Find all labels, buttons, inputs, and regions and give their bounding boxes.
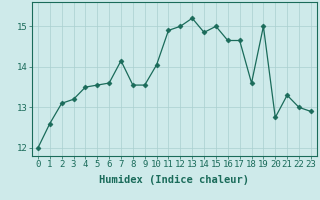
X-axis label: Humidex (Indice chaleur): Humidex (Indice chaleur) bbox=[100, 175, 249, 185]
